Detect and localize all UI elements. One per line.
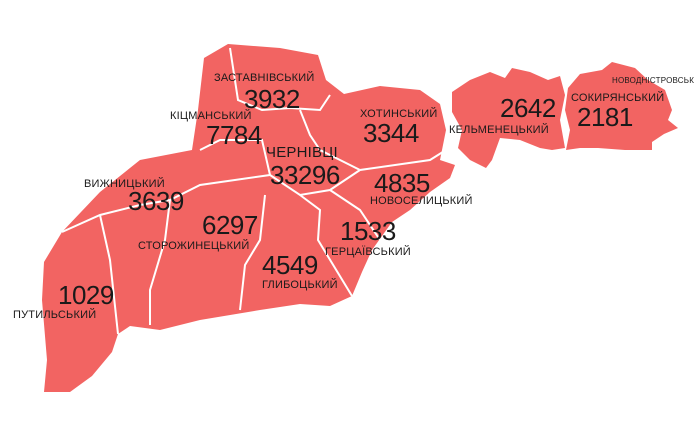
value-sokyrianskyi: 2181 xyxy=(577,102,633,132)
label-sokyrianskyi: СОКИРЯНСЬКИЙ xyxy=(571,92,665,104)
value-chernivtsi: 33296 xyxy=(270,160,340,190)
label-chernivtsi: ЧЕРНІВЦІ xyxy=(266,144,338,161)
value-hertsaivskyi: 1533 xyxy=(340,216,396,246)
label-vyzhnytskyi: ВИЖНИЦЬКИЙ xyxy=(84,178,165,190)
value-kelmenetskyi: 2642 xyxy=(500,93,556,123)
label-storozhynetskyi: СТОРОЖИНЕЦЬКИЙ xyxy=(138,240,250,252)
region-kelmenets xyxy=(452,68,565,168)
value-putylskyi: 1029 xyxy=(58,280,114,310)
region-main xyxy=(42,44,455,392)
label-kelmenetskyi: КЕЛЬМЕНЕЦЬКИЙ xyxy=(449,124,549,136)
value-hlybotskyi: 4549 xyxy=(262,250,318,280)
label-hertsaivskyi: ГЕРЦАЇВСЬКИЙ xyxy=(325,246,411,258)
region-sokyriany xyxy=(565,62,678,150)
value-kitsmanskyi: 7784 xyxy=(206,120,262,150)
value-zastavnivskyi: 3932 xyxy=(244,84,300,114)
value-novoselytskyi: 4835 xyxy=(374,168,430,198)
label-putylskyi: ПУТИЛЬСЬКИЙ xyxy=(13,309,97,321)
label-khotynskyi: ХОТИНСЬКИЙ xyxy=(360,108,438,120)
value-vyzhnytskyi: 3639 xyxy=(128,186,184,216)
value-storozhynetskyi: 6297 xyxy=(202,210,258,240)
label-novoselytskyi: НОВОСЕЛИЦЬКИЙ xyxy=(370,195,473,207)
value-khotynskyi: 3344 xyxy=(363,118,419,148)
label-hlybotskyi: ГЛИБОЦЬКИЙ xyxy=(262,279,338,291)
label-novodnistrovsk: НОВОДНІСТРОВСЬК xyxy=(612,76,695,85)
label-kitsmanskyi: КІЦМАНСЬКИЙ xyxy=(170,110,252,122)
label-zastavnivskyi: ЗАСТАВНІВСЬКИЙ xyxy=(214,72,315,84)
district-borders xyxy=(61,47,447,335)
